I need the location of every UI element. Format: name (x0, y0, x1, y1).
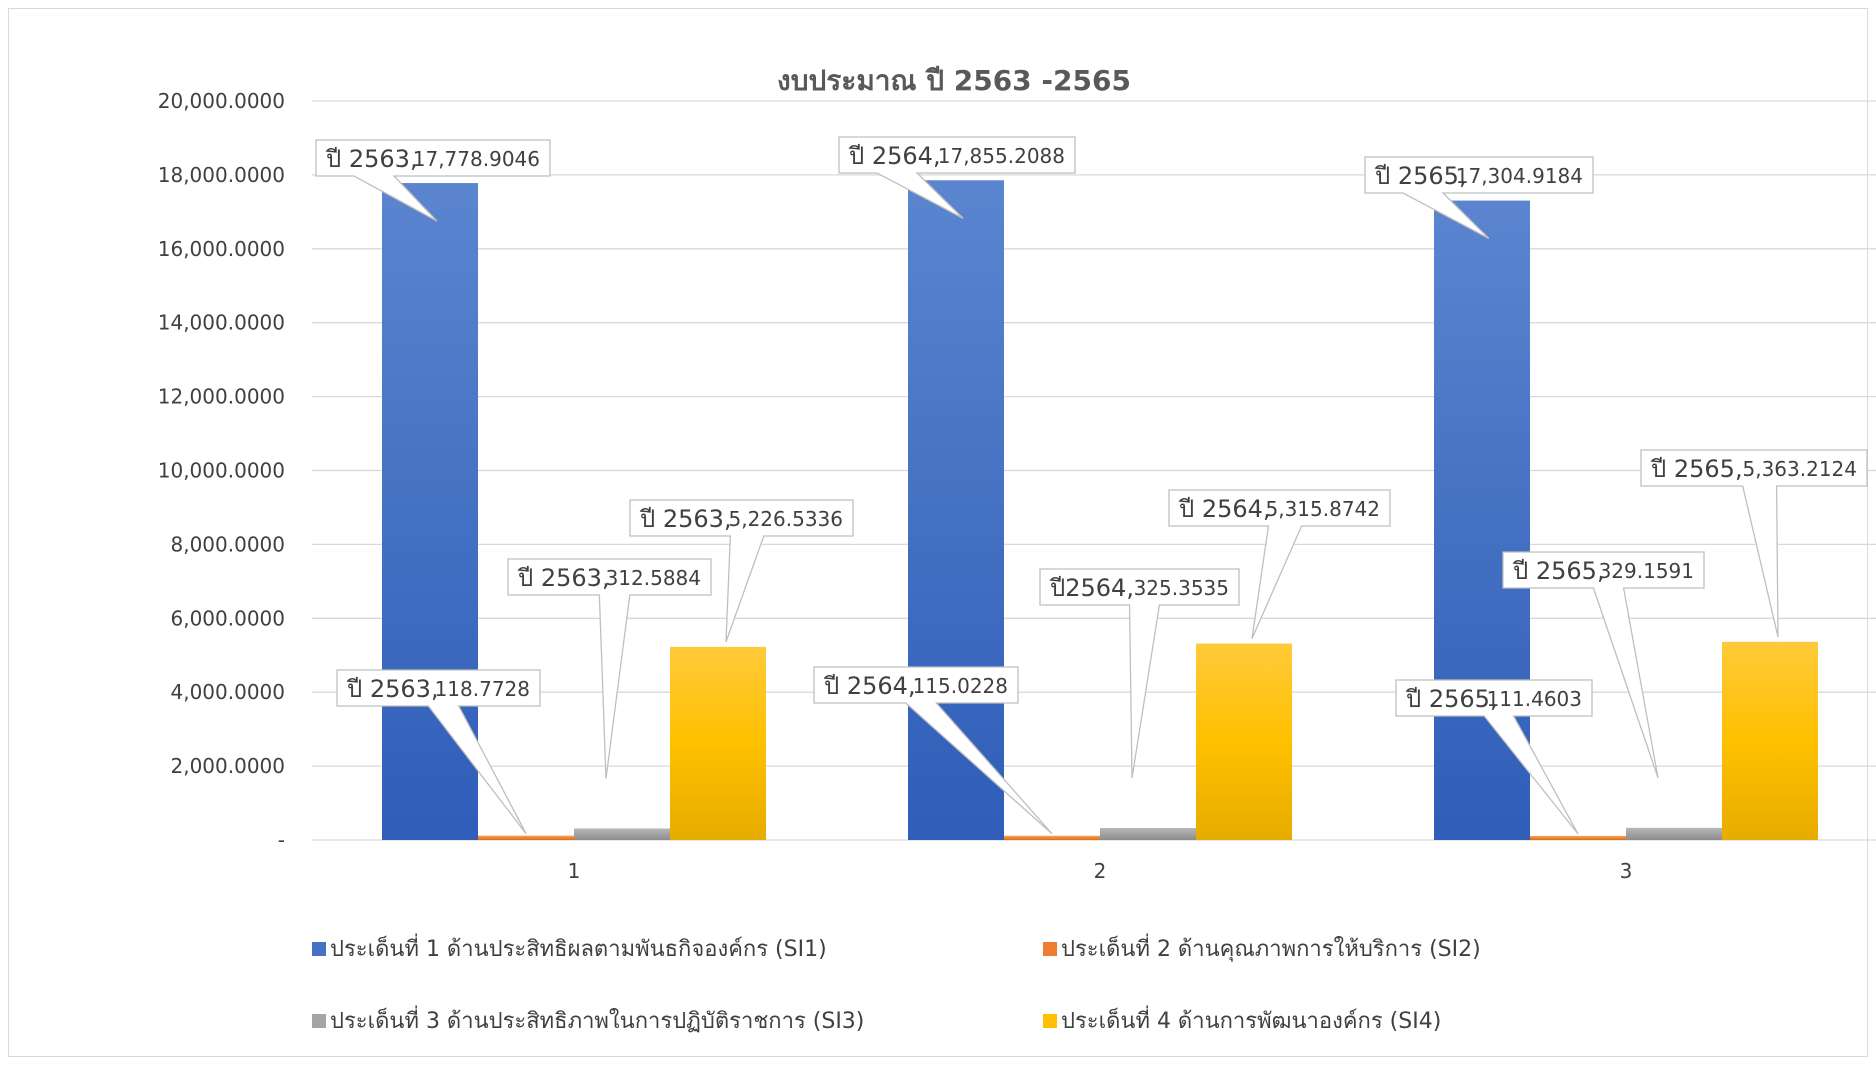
callout-series-label: ปี2564, (1049, 574, 1134, 602)
callout-shape (1168, 489, 1391, 639)
bar-series-3-cat-3 (1626, 827, 1722, 840)
data-label-callout: ปี 2565,111.4603 (1395, 679, 1593, 835)
callout-series-label: ปี 2565, (1405, 685, 1498, 713)
callout-series-label: ปี 2564, (1178, 495, 1271, 523)
x-category-label: 3 (1620, 859, 1633, 883)
x-category-label: 1 (568, 859, 581, 883)
legend-item-series-1: ประเด็นที่ 1 ด้านประสิทธิผลตามพันธกิจองค… (312, 933, 827, 962)
legend-label: ประเด็นที่ 3 ด้านประสิทธิภาพในการปฏิบัติ… (330, 1005, 864, 1034)
y-tick-label: 20,000.0000 (158, 89, 285, 113)
y-tick-label: - (278, 828, 285, 852)
y-tick-label: 10,000.0000 (158, 459, 285, 483)
y-tick-label: 2,000.0000 (170, 754, 285, 778)
callout-series-label: ปี 2565, (1650, 455, 1743, 483)
callout-value-label: 329.1591 (1599, 559, 1694, 583)
bar-series-4-cat-1 (670, 646, 766, 840)
callout-series-label: ปี 2565, (1374, 162, 1467, 190)
legend-swatch (1043, 942, 1057, 956)
callout-shape (1502, 551, 1705, 779)
callout-series-label: ปี 2563, (639, 505, 732, 533)
x-category-label: 2 (1094, 859, 1107, 883)
callout-shape (1640, 449, 1868, 637)
data-label-callout: ปี 2565,329.1591 (1502, 551, 1705, 779)
bar-series-3-cat-2 (1100, 827, 1196, 840)
callout-value-label: 17,304.9184 (1456, 164, 1583, 188)
callout-shape (813, 666, 1053, 835)
callout-shape (629, 499, 854, 643)
callout-series-label: ปี 2564, (848, 142, 941, 170)
callout-value-label: 325.3535 (1134, 576, 1229, 600)
legend-swatch (1043, 1014, 1057, 1028)
callout-shape (315, 139, 551, 222)
callout-series-label: ปี 2564, (823, 672, 916, 700)
legend-item-series-4: ประเด็นที่ 4 ด้านการพัฒนาองค์กร (SI4) (1043, 1005, 1441, 1034)
data-label-callout: ปี 2563,5,226.5336 (629, 499, 854, 643)
bar-series-2-cat-3 (1530, 835, 1626, 840)
callout-shape (336, 669, 541, 835)
callout-value-label: 5,315.8742 (1265, 497, 1380, 521)
y-tick-label: 12,000.0000 (158, 385, 285, 409)
bar-series-3-cat-1 (574, 828, 670, 840)
legend-item-series-3: ประเด็นที่ 3 ด้านประสิทธิภาพในการปฏิบัติ… (312, 1005, 864, 1034)
data-label-callout: ปี 2563,312.5884 (507, 558, 712, 779)
callout-value-label: 115.0228 (913, 674, 1008, 698)
chart-title: งบประมาณ ปี 2563 -2565 (777, 64, 1131, 97)
callout-series-label: ปี 2563, (346, 675, 439, 703)
callout-shape (1395, 679, 1593, 835)
legend-swatch (312, 942, 326, 956)
legend-item-series-2: ประเด็นที่ 2 ด้านคุณภาพการให้บริการ (SI2… (1043, 933, 1481, 962)
callout-series-label: ปี 2565, (1512, 557, 1605, 585)
legend-label: ประเด็นที่ 1 ด้านประสิทธิผลตามพันธกิจองค… (330, 933, 827, 962)
data-label-callout: ปี 2563,17,778.9046 (315, 139, 551, 222)
bar-series-2-cat-2 (1004, 835, 1100, 840)
legend-swatch (312, 1014, 326, 1028)
callout-value-label: 118.7728 (435, 677, 530, 701)
callout-value-label: 5,363.2124 (1742, 457, 1857, 481)
data-label-callout: ปี 2564,17,855.2088 (838, 136, 1076, 219)
y-tick-label: 4,000.0000 (170, 680, 285, 704)
legend-label: ประเด็นที่ 4 ด้านการพัฒนาองค์กร (SI4) (1061, 1005, 1441, 1034)
data-label-callout: ปี 2565, 5,363.2124 (1640, 449, 1868, 637)
callout-value-label: 17,778.9046 (413, 147, 540, 171)
data-label-callout: ปี 2564,115.0228 (813, 666, 1053, 835)
callout-series-label: ปี 2563, (325, 145, 418, 173)
bar-series-2-cat-1 (478, 835, 574, 840)
y-tick-label: 8,000.0000 (170, 532, 285, 556)
callout-value-label: 111.4603 (1487, 687, 1582, 711)
legend-label: ประเด็นที่ 2 ด้านคุณภาพการให้บริการ (SI2… (1061, 933, 1481, 962)
callout-value-label: 17,855.2088 (938, 144, 1065, 168)
data-label-callout: ปี2564, 325.3535 (1039, 568, 1240, 779)
bar-series-4-cat-3 (1722, 641, 1818, 840)
y-tick-label: 18,000.0000 (158, 163, 285, 187)
data-label-callout: ปี 2565,17,304.9184 (1364, 156, 1594, 240)
callout-shape (1039, 568, 1240, 779)
y-tick-label: 14,000.0000 (158, 311, 285, 335)
callout-shape (838, 136, 1076, 219)
bar-series-4-cat-2 (1196, 643, 1292, 840)
data-label-callout: ปี 2563,118.7728 (336, 669, 541, 835)
callout-value-label: 312.5884 (606, 566, 701, 590)
callout-shape (1364, 156, 1594, 240)
callout-series-label: ปี 2563, (517, 564, 610, 592)
y-tick-label: 16,000.0000 (158, 237, 285, 261)
data-label-callout: ปี 2564,5,315.8742 (1168, 489, 1391, 639)
callout-value-label: 5,226.5336 (728, 507, 843, 531)
callout-shape (507, 558, 712, 779)
y-tick-label: 6,000.0000 (170, 606, 285, 630)
